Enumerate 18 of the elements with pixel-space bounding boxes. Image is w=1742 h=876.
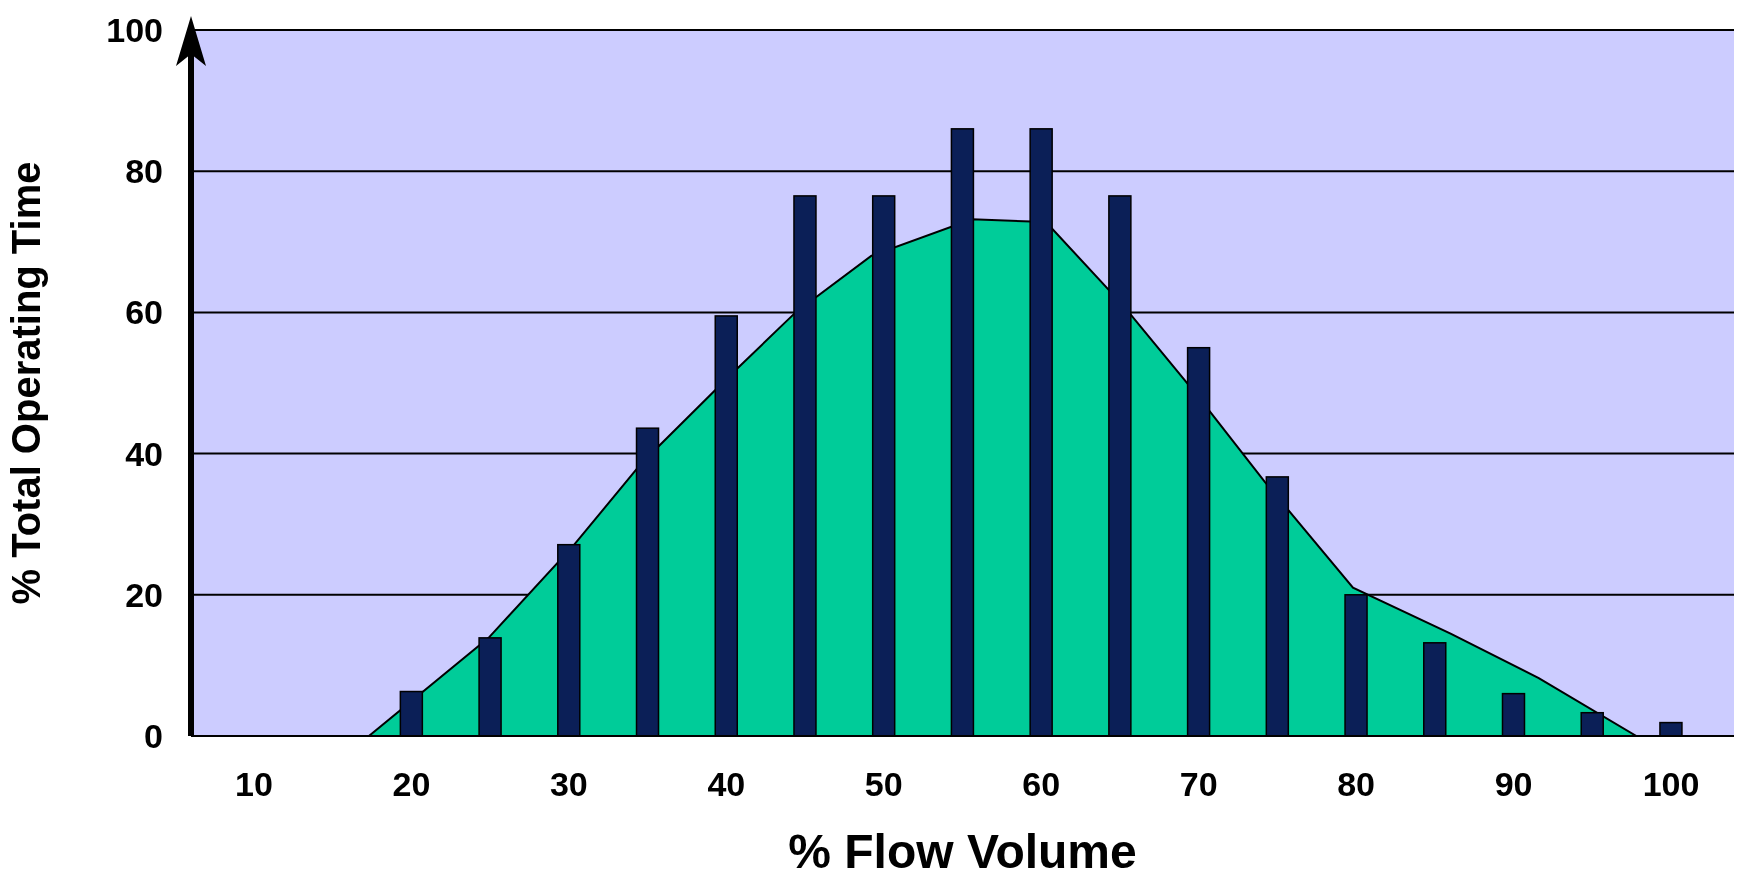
x-tick-label: 10 [235,765,273,804]
x-tick-label: 30 [549,765,588,804]
y-tick-label: 60 [125,293,163,332]
y-tick-label: 40 [125,434,163,473]
x-tick-label: 100 [1642,765,1700,804]
x-tick-label: 20 [392,765,431,804]
y-tick-label: 100 [106,11,163,50]
y-tick-label: 0 [144,717,163,756]
x-tick-label: 80 [1337,765,1376,804]
y-tick-label: 20 [125,575,163,614]
y-tick-label: 80 [125,152,163,191]
x-tick-label: 40 [707,765,746,804]
x-tick-label: 60 [1022,765,1061,804]
x-tick-label: 70 [1179,765,1218,804]
x-tick-label: 50 [864,765,903,804]
x-tick-label: 90 [1494,765,1533,804]
y-axis-title: % Total Operating Time [4,161,49,605]
x-axis-title: % Flow Volume [788,825,1137,876]
